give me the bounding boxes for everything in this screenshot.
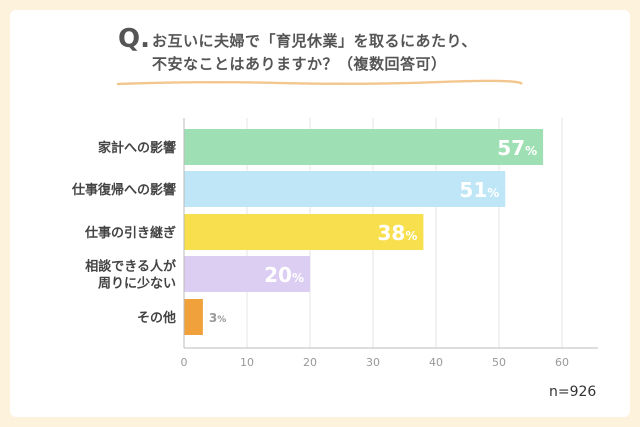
bar (184, 171, 506, 207)
title-underline (116, 79, 524, 86)
x-tick-label: 60 (555, 356, 569, 369)
x-tick-label: 0 (181, 356, 188, 369)
x-tick-label: 10 (240, 356, 254, 369)
value-label: 38% (378, 221, 418, 245)
bar (184, 256, 310, 292)
chart-card (10, 10, 630, 417)
category-label: 家計への影響 (98, 140, 176, 156)
value-label: 57% (497, 136, 537, 160)
bar (184, 299, 203, 335)
category-label: 相談できる人が (85, 259, 176, 275)
question-mark: Q. (118, 24, 150, 54)
x-tick-label: 40 (429, 356, 443, 369)
x-tick-labels: 0 10 20 30 40 50 60 (181, 356, 570, 369)
bar (184, 129, 544, 165)
bar (184, 214, 424, 250)
value-label: 51% (459, 178, 499, 202)
sample-size-label: n=926 (549, 384, 597, 400)
x-tick-label: 20 (303, 356, 317, 369)
value-label: 20% (264, 263, 304, 287)
value-label: 3% (209, 311, 226, 325)
x-tick-label: 50 (492, 356, 506, 369)
question-title-line-2: 不安なことはありますか？（複数回答可） (152, 55, 447, 73)
category-label: 仕事復帰への影響 (71, 182, 176, 198)
category-label: 周りに少ない (98, 276, 176, 292)
category-label: 仕事の引き継ぎ (84, 225, 176, 241)
x-tick-label: 30 (366, 356, 380, 369)
question-header: Q. お互いに夫婦で「育児休業」を取るにあたり、 不安なことはありますか？（複数… (0, 0, 640, 90)
category-label: その他 (137, 310, 176, 326)
bars (184, 129, 544, 335)
value-labels: 57% 51% 38% 20% 3% (209, 136, 537, 325)
question-title-line-1: お互いに夫婦で「育児休業」を取るにあたり、 (152, 32, 477, 50)
